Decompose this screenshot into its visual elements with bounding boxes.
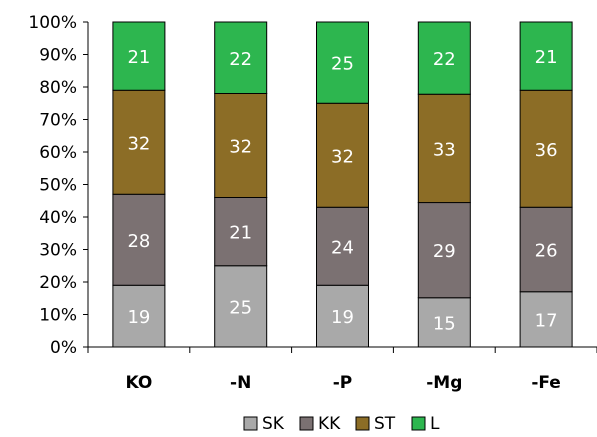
y-axis: 0% 10% 20% 30% 40% 50% 60% 70% 80% 90% 100% — [28, 13, 89, 358]
data-label: 36 — [535, 140, 558, 161]
data-label: 19 — [127, 307, 150, 328]
bar-segment-kk — [316, 206, 369, 286]
bar-segment-l — [112, 21, 166, 91]
legend-swatch-l — [411, 416, 426, 431]
bar-segment-sk — [417, 297, 471, 348]
y-tick-label: 20% — [39, 273, 77, 293]
x-category-label: KO — [125, 373, 152, 393]
y-tick-label: 60% — [39, 143, 77, 163]
data-label: 33 — [433, 139, 456, 160]
x-category-label: -Mg — [426, 373, 462, 393]
data-label: 21 — [229, 223, 252, 244]
legend-label: KK — [318, 414, 341, 434]
bar-segment-l — [214, 21, 268, 94]
bar-segment-sk — [316, 284, 369, 348]
legend-label: L — [430, 414, 440, 434]
y-tick-label: 50% — [39, 176, 77, 196]
data-label: 19 — [331, 307, 354, 328]
y-tick-label: 0% — [50, 338, 77, 358]
bars: 19 28 32 21 25 21 32 22 19 24 32 25 15 29 33 22 17 26 36 21 — [112, 21, 573, 348]
y-tick-label: 30% — [39, 241, 77, 261]
bar-segment-l — [417, 21, 471, 95]
data-label: 25 — [229, 297, 252, 318]
x-category-label: -Fe — [531, 373, 561, 393]
bar-segment-st — [214, 93, 268, 198]
legend-label: ST — [374, 414, 396, 434]
bar-segment-st — [519, 89, 573, 208]
bar-segment-l — [316, 21, 369, 104]
legend-swatch-sk — [243, 416, 258, 431]
data-label: 21 — [535, 47, 558, 68]
legend-swatch-st — [355, 416, 370, 431]
y-tick-label: 70% — [39, 111, 77, 131]
data-label: 22 — [433, 49, 456, 70]
bar-segment-l — [519, 21, 573, 91]
data-label: 22 — [229, 49, 252, 70]
y-tick-label: 10% — [39, 306, 77, 326]
data-label: 21 — [127, 47, 150, 68]
data-label: 32 — [331, 146, 354, 167]
x-category-label: -N — [230, 373, 251, 393]
data-label: 24 — [331, 237, 354, 258]
data-label: 15 — [433, 313, 456, 334]
x-axis: KO -N -P -Mg -Fe — [87, 346, 597, 393]
data-label: 26 — [535, 241, 558, 262]
legend-swatch-kk — [299, 416, 314, 431]
legend-label: SK — [262, 414, 285, 434]
bar-segment-kk — [519, 206, 573, 293]
data-label: 29 — [433, 241, 456, 262]
bar-segment-kk — [417, 202, 471, 299]
data-label: 32 — [229, 137, 252, 158]
data-label: 17 — [535, 310, 558, 331]
legend: SK KK ST L — [243, 414, 440, 434]
bar-segment-sk — [519, 291, 573, 348]
y-tick-label: 90% — [39, 46, 77, 66]
y-tick-label: 40% — [39, 208, 77, 228]
data-label: 32 — [127, 133, 150, 154]
y-tick-label: 100% — [28, 13, 77, 33]
x-category-label: -P — [333, 373, 353, 393]
data-label: 25 — [331, 54, 354, 75]
bar-segment-st — [417, 93, 471, 204]
bar-segment-kk — [214, 197, 268, 267]
data-label: 28 — [127, 231, 150, 252]
bar-segment-sk — [214, 265, 268, 348]
bar-segment-st — [316, 102, 369, 208]
y-tick-label: 80% — [39, 78, 77, 98]
